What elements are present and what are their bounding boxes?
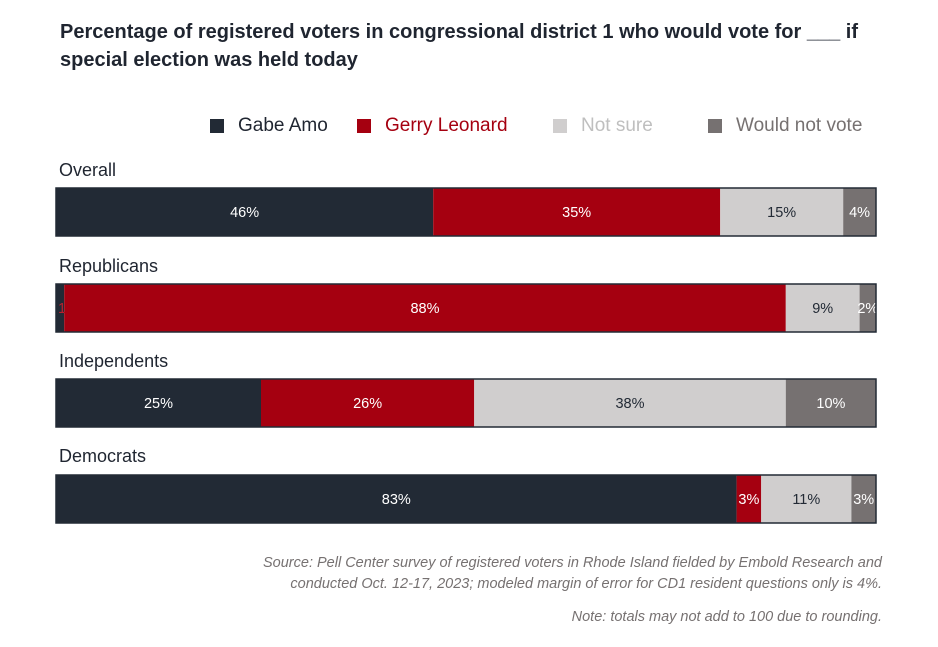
legend-swatch-would-not-vote: [708, 119, 722, 133]
category-label-democrats: Democrats: [59, 446, 146, 466]
legend-label-would-not-vote: Would not vote: [736, 115, 863, 136]
data-label-democrats-would-not-vote: 3%: [853, 492, 874, 508]
bar-segment-independents-would-not-vote: [785, 379, 876, 427]
category-label-overall: Overall: [59, 160, 116, 180]
source-note-line-2: conducted Oct. 12-17, 2023; modeled marg…: [290, 576, 882, 592]
bar-outline-republicans: [55, 283, 877, 333]
bar-segment-independents-not-sure: [474, 379, 786, 427]
bar-segment-overall-not-sure: [720, 188, 844, 236]
bar-segment-democrats-not-sure: [761, 475, 852, 523]
bar-segment-overall-would-not-vote: [843, 188, 876, 236]
legend-label-gabe-amo: Gabe Amo: [238, 115, 328, 136]
data-label-overall-gabe-amo: 46%: [230, 205, 259, 221]
bar-segment-democrats-gabe-amo: [56, 475, 737, 523]
bar-outline-independents: [55, 378, 877, 428]
data-label-republicans-not-sure: 9%: [812, 301, 833, 317]
source-note-line-1: Source: Pell Center survey of registered…: [263, 555, 882, 571]
data-label-democrats-not-sure: 11%: [792, 492, 820, 508]
bar-segment-independents-gerry-leonard: [261, 379, 475, 427]
data-label-overall-would-not-vote: 4%: [849, 205, 870, 221]
bar-segment-republicans-gabe-amo: [56, 284, 65, 332]
bar-segment-republicans-not-sure: [785, 284, 860, 332]
rounding-note: Note: totals may not add to 100 due to r…: [571, 609, 882, 625]
bar-segment-overall-gabe-amo: [56, 188, 434, 236]
data-label-overall-not-sure: 15%: [767, 205, 796, 221]
bar-outline-overall: [55, 187, 877, 237]
bar-segment-independents-gabe-amo: [56, 379, 261, 427]
category-label-republicans: Republicans: [59, 256, 158, 276]
data-label-democrats-gabe-amo: 83%: [382, 492, 411, 508]
bar-segment-democrats-gerry-leonard: [736, 475, 762, 523]
data-label-republicans-would-not-vote: 2%: [857, 301, 878, 317]
bar-segment-republicans-gerry-leonard: [64, 284, 786, 332]
data-label-democrats-gerry-leonard: 3%: [738, 492, 759, 508]
data-label-independents-not-sure: 38%: [615, 396, 644, 412]
data-label-republicans-gerry-leonard: 88%: [410, 301, 439, 317]
bar-segment-overall-gerry-leonard: [433, 188, 721, 236]
legend-swatch-gabe-amo: [210, 119, 224, 133]
data-label-overall-gerry-leonard: 35%: [562, 205, 591, 221]
bar-outline-democrats: [55, 474, 877, 524]
bar-segment-republicans-would-not-vote: [859, 284, 876, 332]
legend-label-gerry-leonard: Gerry Leonard: [385, 115, 508, 136]
chart-title: Percentage of registered voters in congr…: [60, 21, 858, 71]
bar-segment-democrats-would-not-vote: [851, 475, 876, 523]
legend-label-not-sure: Not sure: [581, 115, 653, 136]
category-label-independents: Independents: [59, 351, 168, 371]
legend-swatch-not-sure: [553, 119, 567, 133]
legend-swatch-gerry-leonard: [357, 119, 371, 133]
data-label-independents-gabe-amo: 25%: [144, 396, 173, 412]
data-label-independents-would-not-vote: 10%: [816, 396, 845, 412]
data-label-independents-gerry-leonard: 26%: [353, 396, 382, 412]
